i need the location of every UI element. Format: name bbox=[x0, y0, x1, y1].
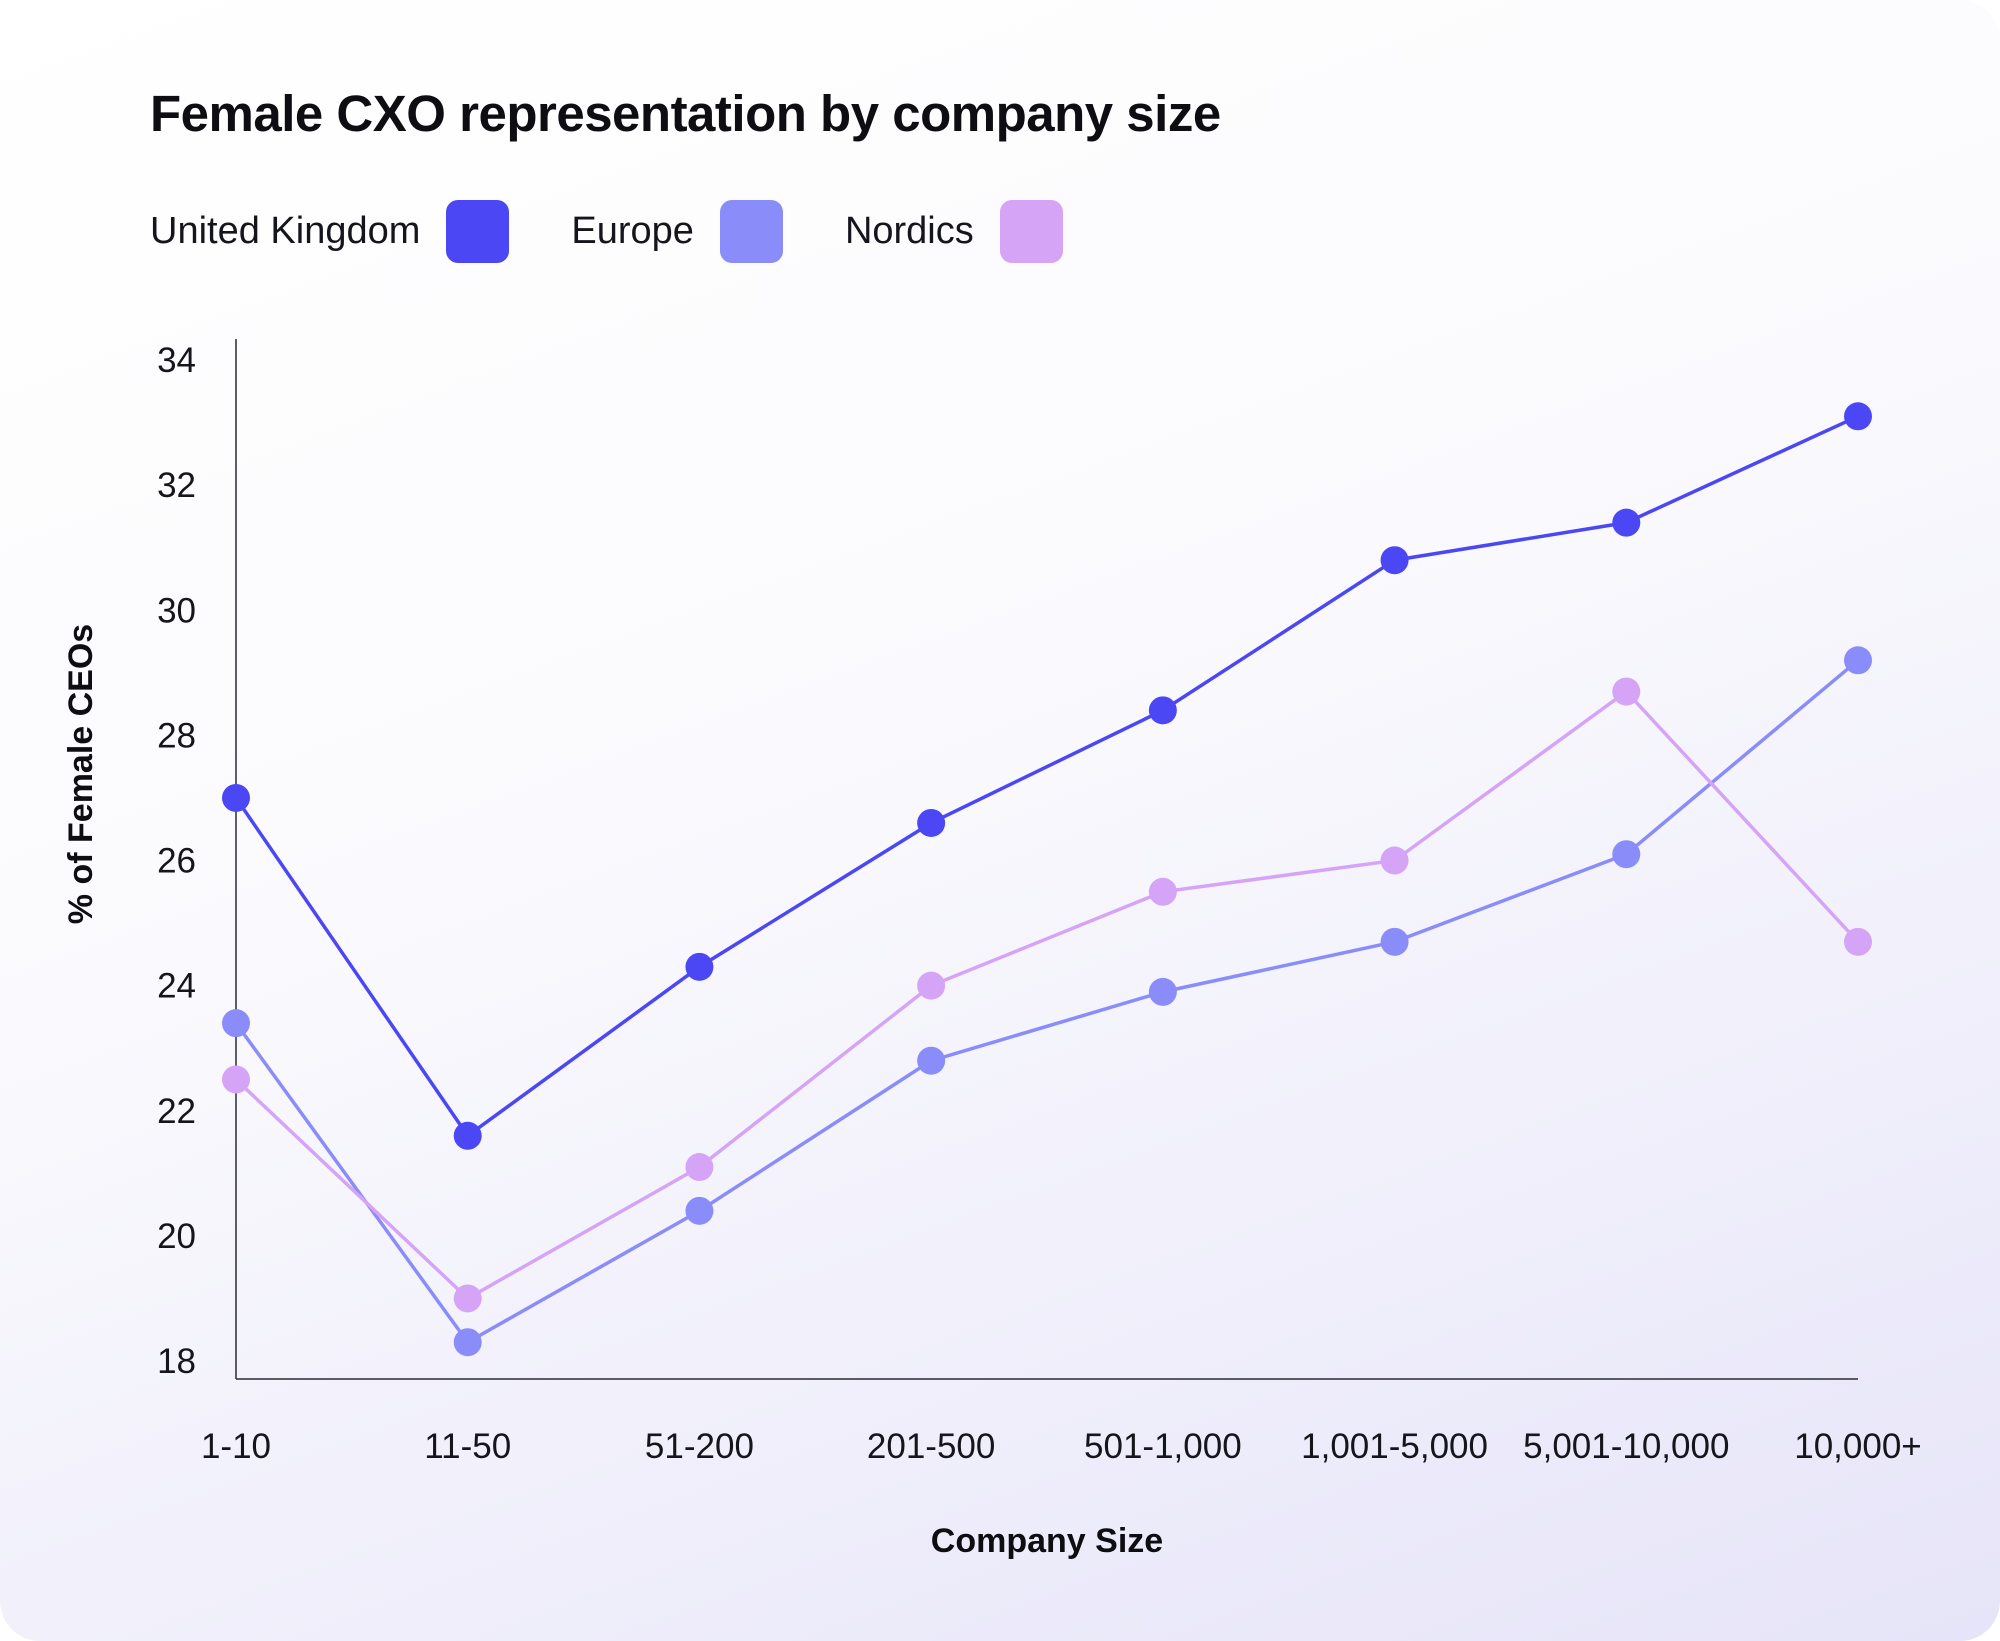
legend-label: United Kingdom bbox=[150, 210, 421, 252]
data-point bbox=[453, 1284, 482, 1313]
x-tick-label: 1-10 bbox=[201, 1427, 271, 1466]
x-tick-label: 51-200 bbox=[645, 1427, 754, 1466]
series-line bbox=[234, 658, 1860, 1345]
legend-swatch bbox=[719, 200, 783, 263]
legend-item-uk: United Kingdom bbox=[150, 200, 510, 263]
data-point bbox=[917, 1046, 946, 1075]
x-tick-label: 10,000+ bbox=[1794, 1427, 1922, 1466]
y-tick-label: 28 bbox=[157, 716, 196, 755]
series-line bbox=[234, 689, 1860, 1301]
y-tick-label: 26 bbox=[157, 842, 196, 881]
series-europe bbox=[222, 646, 1872, 1357]
data-point bbox=[1380, 846, 1409, 875]
data-point bbox=[1380, 927, 1409, 956]
legend-swatch bbox=[446, 200, 510, 263]
x-axis-title: Company Size bbox=[931, 1522, 1163, 1560]
legend-label: Nordics bbox=[844, 210, 974, 252]
y-tick-label: 34 bbox=[157, 341, 196, 380]
data-point bbox=[1844, 646, 1872, 675]
data-point bbox=[1844, 402, 1872, 431]
series-nordics bbox=[222, 677, 1872, 1313]
data-point bbox=[917, 808, 946, 837]
data-point bbox=[222, 1065, 250, 1094]
y-tick-label: 18 bbox=[157, 1342, 196, 1381]
data-point bbox=[222, 1009, 250, 1038]
data-point bbox=[453, 1328, 482, 1357]
data-point bbox=[1612, 508, 1641, 537]
data-point bbox=[1148, 877, 1177, 906]
x-tick-label: 201-500 bbox=[867, 1427, 995, 1466]
data-point bbox=[453, 1121, 482, 1150]
x-tick-label: 5,001-10,000 bbox=[1523, 1427, 1729, 1466]
legend-item-nordics: Nordics bbox=[845, 200, 1063, 263]
x-tick-label: 1,001-5,000 bbox=[1301, 1427, 1488, 1466]
data-point bbox=[917, 971, 946, 1000]
data-point bbox=[685, 1196, 714, 1225]
data-point bbox=[1612, 840, 1641, 869]
y-tick-label: 32 bbox=[157, 466, 196, 505]
x-tick-label: 11-50 bbox=[424, 1427, 511, 1466]
y-axis-title: % of Female CEOs bbox=[62, 624, 100, 924]
data-point bbox=[1380, 546, 1409, 575]
x-tick-label: 501-1,000 bbox=[1084, 1427, 1242, 1466]
data-point bbox=[222, 783, 250, 812]
y-tick-label: 24 bbox=[157, 967, 196, 1006]
series-united-kingdom bbox=[222, 402, 1872, 1150]
legend: United Kingdom Europe Nordics bbox=[150, 200, 1125, 263]
data-point bbox=[1612, 677, 1641, 706]
data-point bbox=[685, 1153, 714, 1182]
y-tick-label: 30 bbox=[157, 591, 196, 630]
data-point bbox=[685, 952, 714, 981]
legend-swatch bbox=[999, 200, 1063, 263]
series-line bbox=[234, 414, 1859, 1139]
y-tick-label: 20 bbox=[157, 1217, 196, 1256]
chart-title: Female CXO representation by company siz… bbox=[150, 85, 1221, 142]
legend-item-europe: Europe bbox=[571, 200, 783, 263]
y-tick-label: 22 bbox=[157, 1092, 196, 1131]
data-point bbox=[1844, 927, 1872, 956]
data-point bbox=[1148, 696, 1177, 725]
data-point bbox=[1148, 977, 1177, 1006]
legend-label: Europe bbox=[571, 210, 694, 252]
